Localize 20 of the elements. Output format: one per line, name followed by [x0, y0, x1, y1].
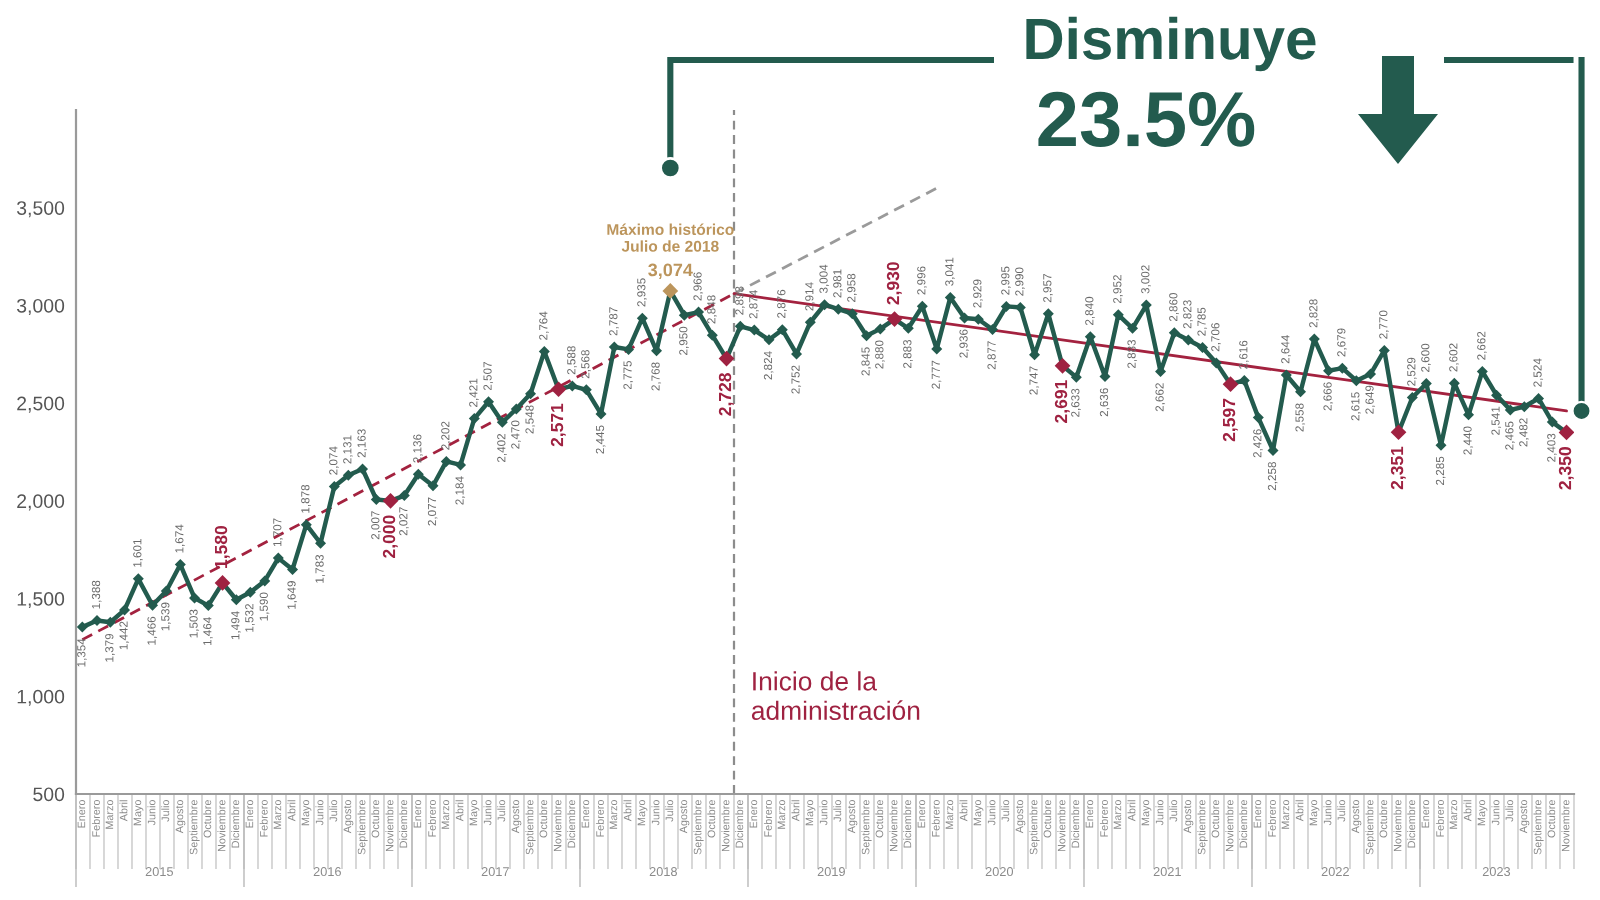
data-label: 2,930	[886, 262, 902, 305]
data-label: 2,597	[1222, 398, 1238, 442]
y-tick-label: 3,500	[16, 201, 65, 218]
y-tick-label: 2,500	[17, 396, 65, 413]
y-tick-label: 1,500	[17, 592, 65, 609]
y-tick-label: 500	[33, 787, 65, 802]
y-tick-label: 1,000	[17, 689, 65, 706]
ref-line-label: Inicio de la administración	[751, 671, 920, 721]
data-label: 2,351	[1390, 446, 1406, 490]
data-label: 2,350	[1558, 447, 1574, 490]
data-label: 2,691	[1054, 380, 1070, 423]
y-tick-label: 3,000	[16, 298, 65, 315]
data-label: 3,074	[648, 263, 693, 279]
data-label: 2,000	[382, 515, 398, 558]
data-label: 2,571	[550, 403, 566, 447]
data-label: 2,728	[718, 373, 734, 416]
chart-subtitle: 23.5%	[1038, 91, 1255, 147]
y-tick-label: 2,000	[17, 494, 65, 511]
data-label: 1,580	[214, 525, 230, 568]
chart-title: Disminuye	[1026, 16, 1316, 72]
